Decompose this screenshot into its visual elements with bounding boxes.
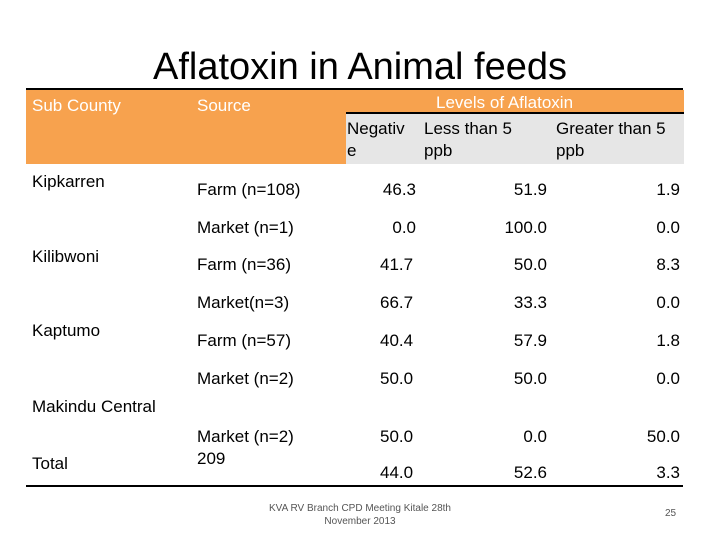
row-greater-than-5: 50.0 [646,427,680,446]
row-negative: 40.4 [380,331,414,350]
row-less-than-5: 51.9 [513,180,547,199]
row-greater-than-5: 8.3 [656,255,680,274]
header-levels: Levels of Aflatoxin [436,93,574,112]
row-negative: 0.0 [392,218,416,237]
sub-county-makindu-central: Makindu Central [32,397,156,416]
row-greater-than-5: 1.9 [656,180,680,199]
slide-number: 25 [665,508,677,519]
row-greater-than-5: 3.3 [656,463,680,482]
header-orange-right [346,90,684,114]
row-greater-than-5: 1.8 [656,331,680,350]
row-source: Market (n=2) [197,369,294,388]
row-less-than-5: 52.6 [513,463,547,482]
header-top-rule [26,88,683,90]
header-mid-rule [346,112,684,114]
footer-text: KVA RV Branch CPD Meeting Kitale 28th No… [269,503,451,527]
header-greater-than-5: Greater than 5 ppb [556,119,666,160]
sub-county-kipkarren: Kipkarren [32,172,105,191]
slide-title: Aflatoxin in Animal feeds [152,46,567,88]
row-less-than-5: 57.9 [513,331,547,350]
row-source: Market (n=1) [197,218,294,237]
row-negative: 44.0 [380,463,414,482]
row-less-than-5: 0.0 [523,427,547,446]
row-less-than-5: 50.0 [513,369,547,388]
row-less-than-5: 33.3 [513,293,547,312]
header-less-than-5: Less than 5 ppb [424,119,512,160]
row-negative: 66.7 [380,293,414,312]
row-negative: 41.7 [380,255,414,274]
row-negative: 50.0 [380,369,414,388]
row-less-than-5: 100.0 [504,218,547,237]
header-grey-sub [346,114,684,164]
sub-county-kaptumo: Kaptumo [32,321,101,340]
header-sub-county: Sub County [32,96,121,115]
row-source: Market (n=2) 209 [197,427,294,468]
table-bottom-rule [26,485,683,487]
header-negative: Negativ e [347,119,405,160]
row-greater-than-5: 0.0 [656,293,680,312]
row-source: Market(n=3) [197,293,290,312]
sub-county-total: Total [32,454,68,473]
row-greater-than-5: 0.0 [656,369,680,388]
row-source: Farm (n=36) [197,255,291,274]
header-orange-left [26,90,346,164]
row-negative: 46.3 [382,180,416,199]
row-negative: 50.0 [380,427,414,446]
row-source: Farm (n=57) [197,331,291,350]
header-source: Source [197,96,251,115]
row-less-than-5: 50.0 [513,255,547,274]
sub-county-kilibwoni: Kilibwoni [32,247,100,266]
row-greater-than-5: 0.0 [656,218,680,237]
row-source: Farm (n=108) [197,180,301,199]
